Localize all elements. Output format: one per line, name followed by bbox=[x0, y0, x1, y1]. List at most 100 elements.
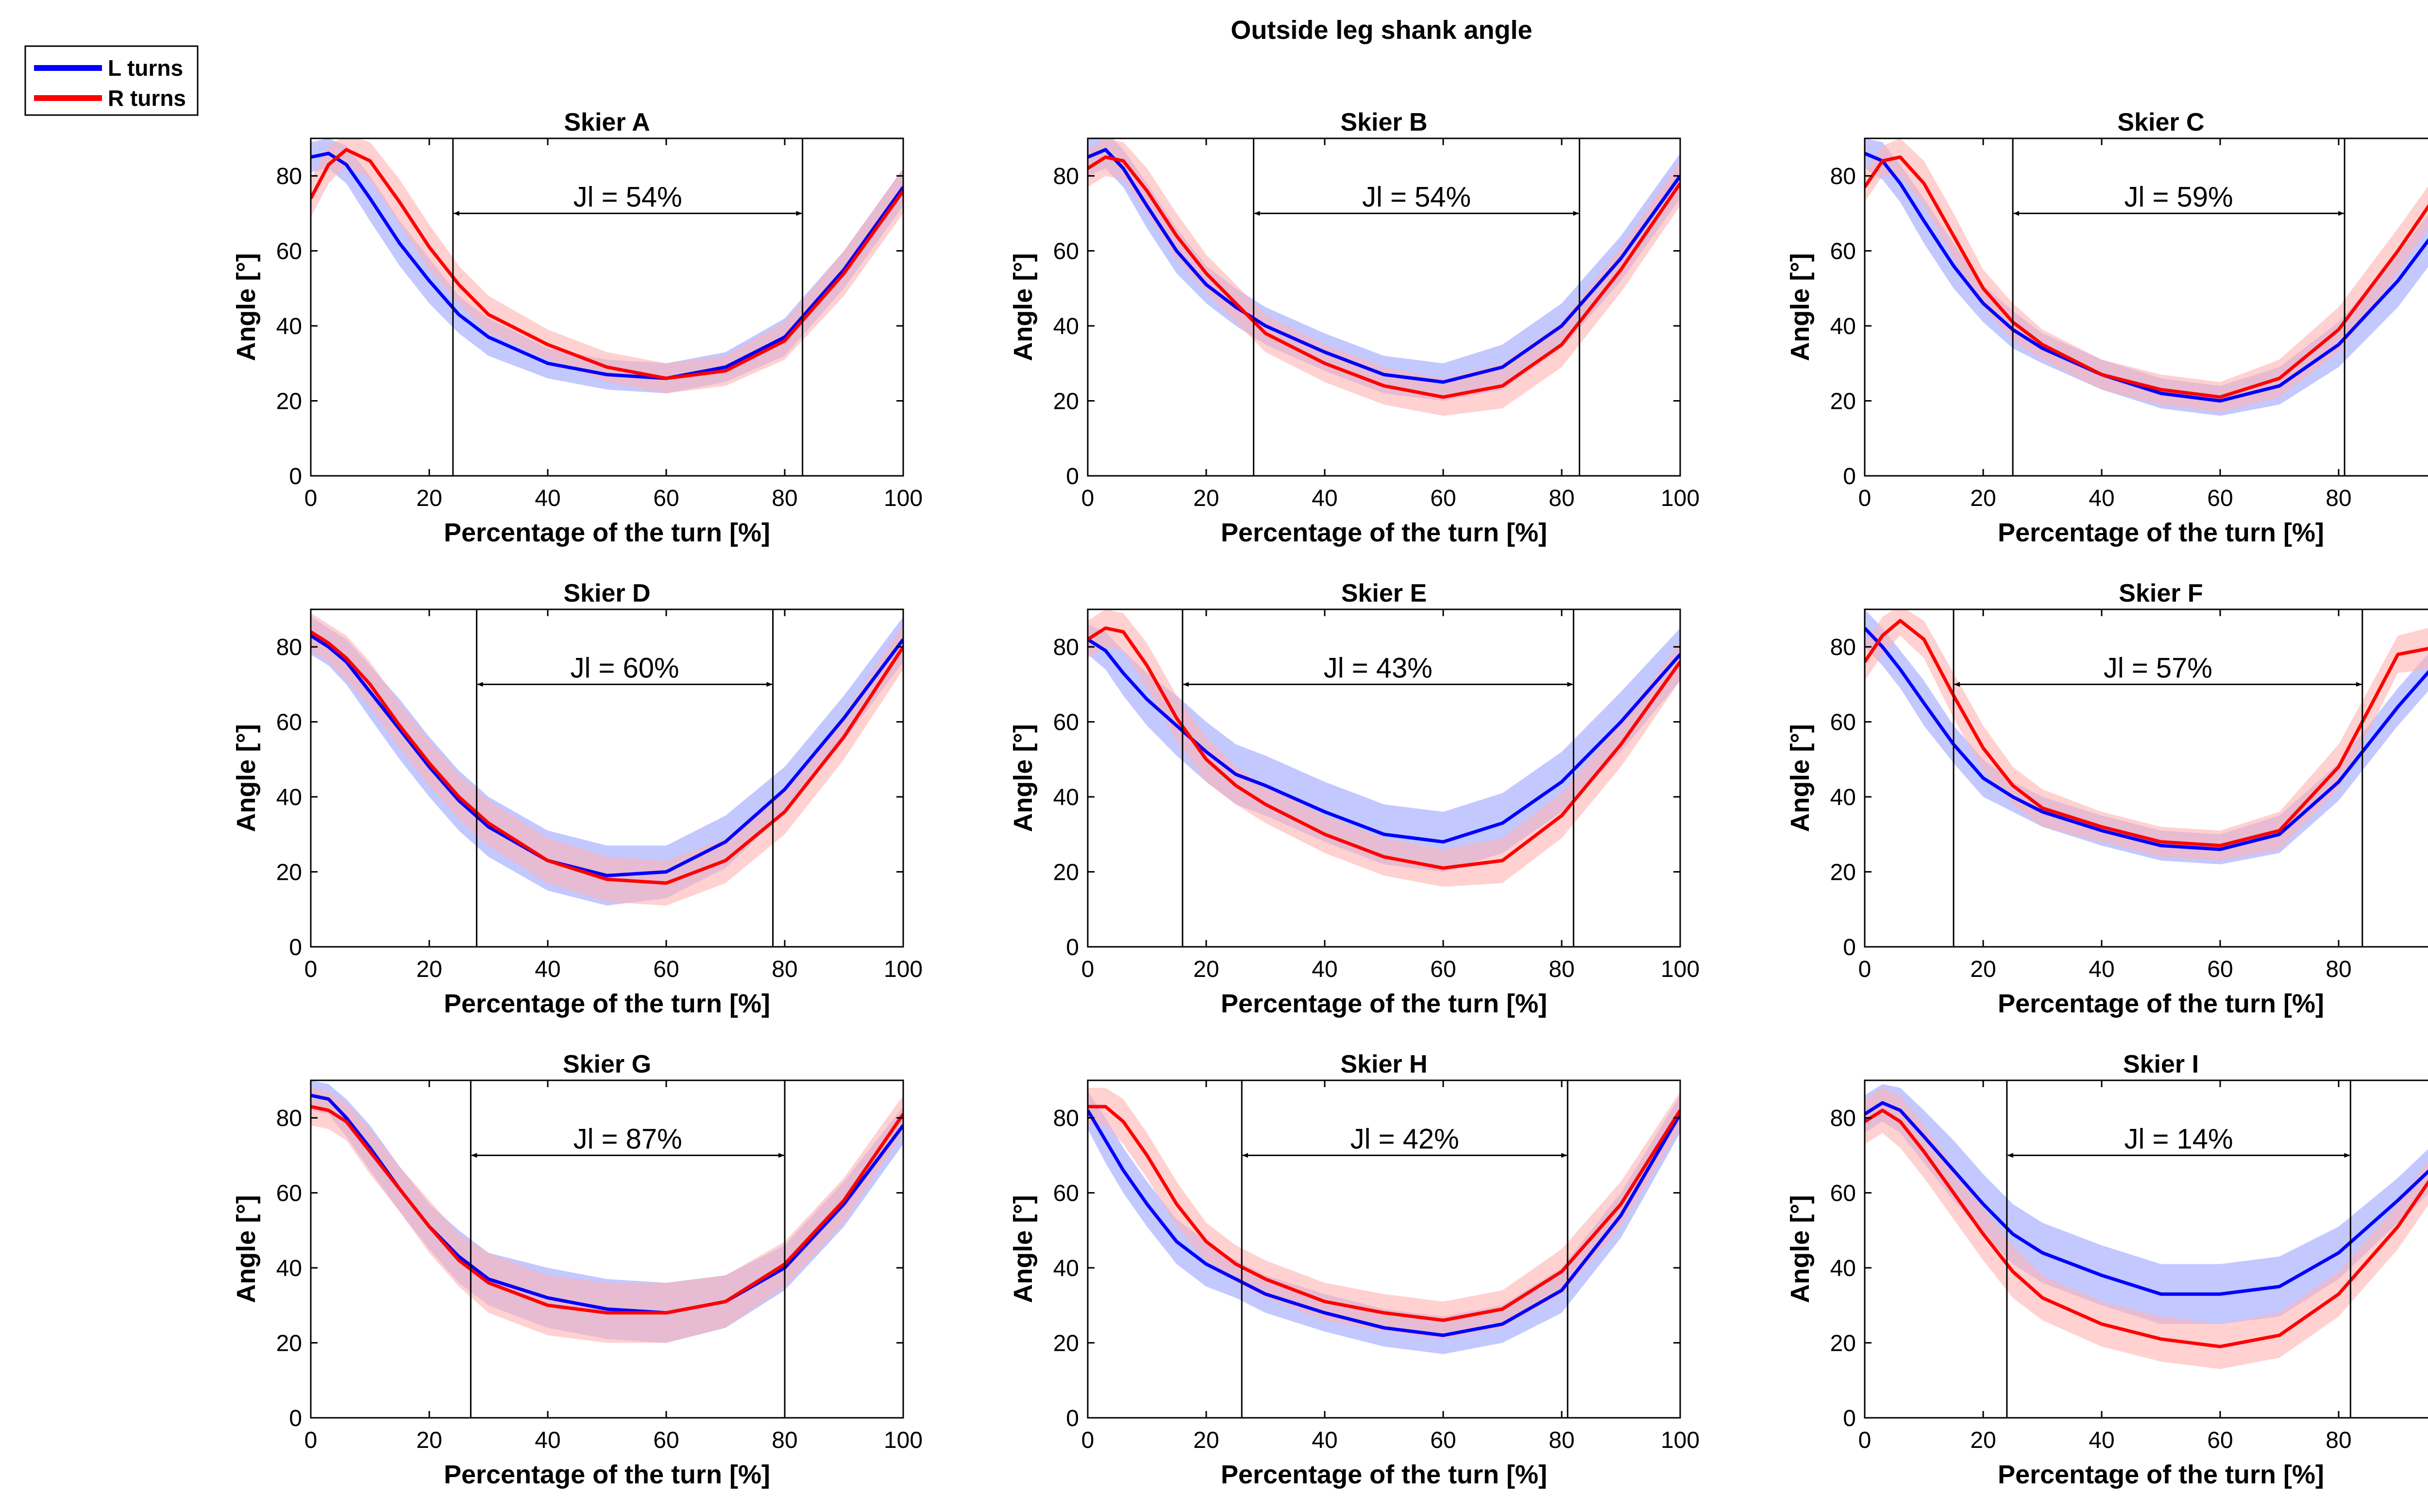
y-tick-label: 80 bbox=[1053, 1106, 1079, 1131]
x-tick-label: 60 bbox=[1430, 957, 1456, 982]
band-r-turns bbox=[311, 1088, 903, 1343]
line-r-turns bbox=[1088, 155, 1680, 399]
y-tick-label: 60 bbox=[276, 710, 302, 736]
jl-label: Jl = 14% bbox=[2124, 1123, 2233, 1155]
x-tick-label: 60 bbox=[653, 957, 679, 982]
band-r-turns bbox=[1088, 1088, 1680, 1339]
subplot-title: Skier F bbox=[2119, 579, 2203, 607]
y-tick-label: 0 bbox=[289, 1406, 302, 1431]
line-r-turns bbox=[1088, 1105, 1680, 1322]
x-tick-label: 40 bbox=[535, 1428, 560, 1453]
y-axis-label: Angle [°] bbox=[1786, 724, 1815, 832]
x-tick-label: 40 bbox=[535, 957, 560, 982]
x-tick-label: 60 bbox=[1430, 1428, 1456, 1453]
y-tick-label: 20 bbox=[1830, 389, 1856, 415]
y-tick-label: 80 bbox=[1053, 635, 1079, 660]
band-l-turns bbox=[1088, 624, 1680, 872]
plot-data bbox=[311, 138, 903, 394]
jl-label: Jl = 42% bbox=[1350, 1123, 1459, 1155]
subplot-title: Skier I bbox=[2123, 1050, 2199, 1078]
plot-data bbox=[1865, 1084, 2428, 1369]
plot-data bbox=[1865, 609, 2428, 865]
y-tick-label: 20 bbox=[1053, 860, 1079, 886]
x-tick-label: 40 bbox=[535, 486, 560, 511]
y-tick-label: 40 bbox=[1053, 314, 1079, 339]
plot-data bbox=[311, 613, 903, 906]
y-tick-label: 20 bbox=[276, 1331, 302, 1357]
x-tick-label: 40 bbox=[2089, 486, 2114, 511]
subplot-skier-h: Jl = 42% 0 20 40 60 80 100 0 20 40 60 80 Skier H Perc… bbox=[1009, 1050, 1700, 1489]
jl-label: Jl = 43% bbox=[1324, 652, 1433, 684]
y-tick-label: 40 bbox=[276, 785, 302, 810]
legend-right-label: R turns bbox=[108, 85, 186, 111]
y-tick-label: 20 bbox=[1830, 860, 1856, 886]
y-tick-label: 80 bbox=[276, 164, 302, 189]
plot-background bbox=[1865, 138, 2428, 476]
subplot-title: Skier E bbox=[1341, 579, 1427, 607]
y-tick-label: 40 bbox=[1053, 785, 1079, 810]
line-l-turns bbox=[1865, 151, 2428, 403]
y-tick-label: 20 bbox=[1053, 1331, 1079, 1357]
y-tick-label: 20 bbox=[276, 389, 302, 415]
y-tick-label: 0 bbox=[1843, 464, 1856, 489]
jl-label: Jl = 87% bbox=[573, 1123, 682, 1155]
x-tick-label: 0 bbox=[1081, 957, 1095, 982]
x-tick-label: 100 bbox=[884, 486, 923, 511]
x-tick-label: 0 bbox=[1081, 486, 1095, 511]
y-tick-label: 0 bbox=[289, 464, 302, 489]
plot-data bbox=[1088, 138, 1680, 416]
y-tick-label: 20 bbox=[1830, 1331, 1856, 1357]
line-l-turns bbox=[1865, 1101, 2428, 1296]
x-tick-label: 20 bbox=[416, 1428, 442, 1453]
x-tick-label: 80 bbox=[1549, 957, 1574, 982]
jl-label: Jl = 57% bbox=[2104, 652, 2212, 684]
legend: L turns R turns bbox=[24, 45, 199, 116]
y-tick-label: 60 bbox=[276, 239, 302, 265]
plot-data bbox=[1088, 1088, 1680, 1354]
x-tick-label: 40 bbox=[1312, 486, 1337, 511]
plot-data bbox=[1865, 138, 2428, 416]
y-axis-label: Angle [°] bbox=[1786, 253, 1815, 361]
plot-data bbox=[311, 1080, 903, 1343]
x-axis-label: Percentage of the turn [%] bbox=[1998, 518, 2324, 547]
band-l-turns bbox=[1088, 138, 1680, 401]
line-r-turns bbox=[1088, 626, 1680, 870]
x-tick-label: 60 bbox=[2207, 486, 2233, 511]
y-axis-label: Angle [°] bbox=[1786, 1195, 1815, 1303]
y-tick-label: 0 bbox=[1843, 935, 1856, 960]
x-tick-label: 20 bbox=[1193, 957, 1219, 982]
line-r-turns bbox=[311, 148, 903, 380]
y-axis-label: Angle [°] bbox=[232, 1195, 261, 1303]
x-axis-label: Percentage of the turn [%] bbox=[1221, 518, 1547, 547]
subplot-title: Skier D bbox=[563, 579, 650, 607]
x-tick-label: 80 bbox=[2326, 1428, 2351, 1453]
line-l-turns bbox=[1088, 1109, 1680, 1337]
x-tick-label: 60 bbox=[653, 486, 679, 511]
subplot-skier-g: Jl = 87% 0 20 40 60 80 100 0 20 40 60 80 Skier G Perc… bbox=[232, 1050, 923, 1489]
x-tick-label: 20 bbox=[1970, 486, 1996, 511]
subplot-skier-a: Jl = 54% 0 20 40 60 80 100 0 20 40 60 80 Skier A Perc… bbox=[232, 108, 923, 547]
x-axis-label: Percentage of the turn [%] bbox=[444, 1460, 770, 1489]
axes-box bbox=[310, 608, 904, 948]
line-r-turns bbox=[1865, 1109, 2428, 1348]
axes-box bbox=[1864, 608, 2428, 948]
line-r-turns bbox=[311, 1105, 903, 1315]
line-r-turns bbox=[1865, 155, 2428, 399]
line-r-turns bbox=[1865, 619, 2428, 847]
x-tick-label: 80 bbox=[2326, 957, 2351, 982]
y-tick-label: 80 bbox=[1830, 635, 1856, 660]
jl-label: Jl = 60% bbox=[571, 652, 679, 684]
axes-box bbox=[1087, 608, 1681, 948]
y-axis-label: Angle [°] bbox=[232, 724, 261, 832]
x-tick-label: 60 bbox=[653, 1428, 679, 1453]
subplot-title: Skier B bbox=[1340, 108, 1427, 136]
subplot-skier-d: Jl = 60% 0 20 40 60 80 100 0 20 40 60 80 Skier D Perc… bbox=[232, 579, 923, 1018]
x-tick-label: 100 bbox=[1661, 486, 1700, 511]
x-tick-label: 0 bbox=[304, 1428, 318, 1453]
axes-box bbox=[1864, 1079, 2428, 1419]
x-tick-label: 0 bbox=[1081, 1428, 1095, 1453]
y-tick-label: 0 bbox=[1066, 464, 1079, 489]
x-tick-label: 80 bbox=[2326, 486, 2351, 511]
y-axis-label: Angle [°] bbox=[1009, 253, 1038, 361]
